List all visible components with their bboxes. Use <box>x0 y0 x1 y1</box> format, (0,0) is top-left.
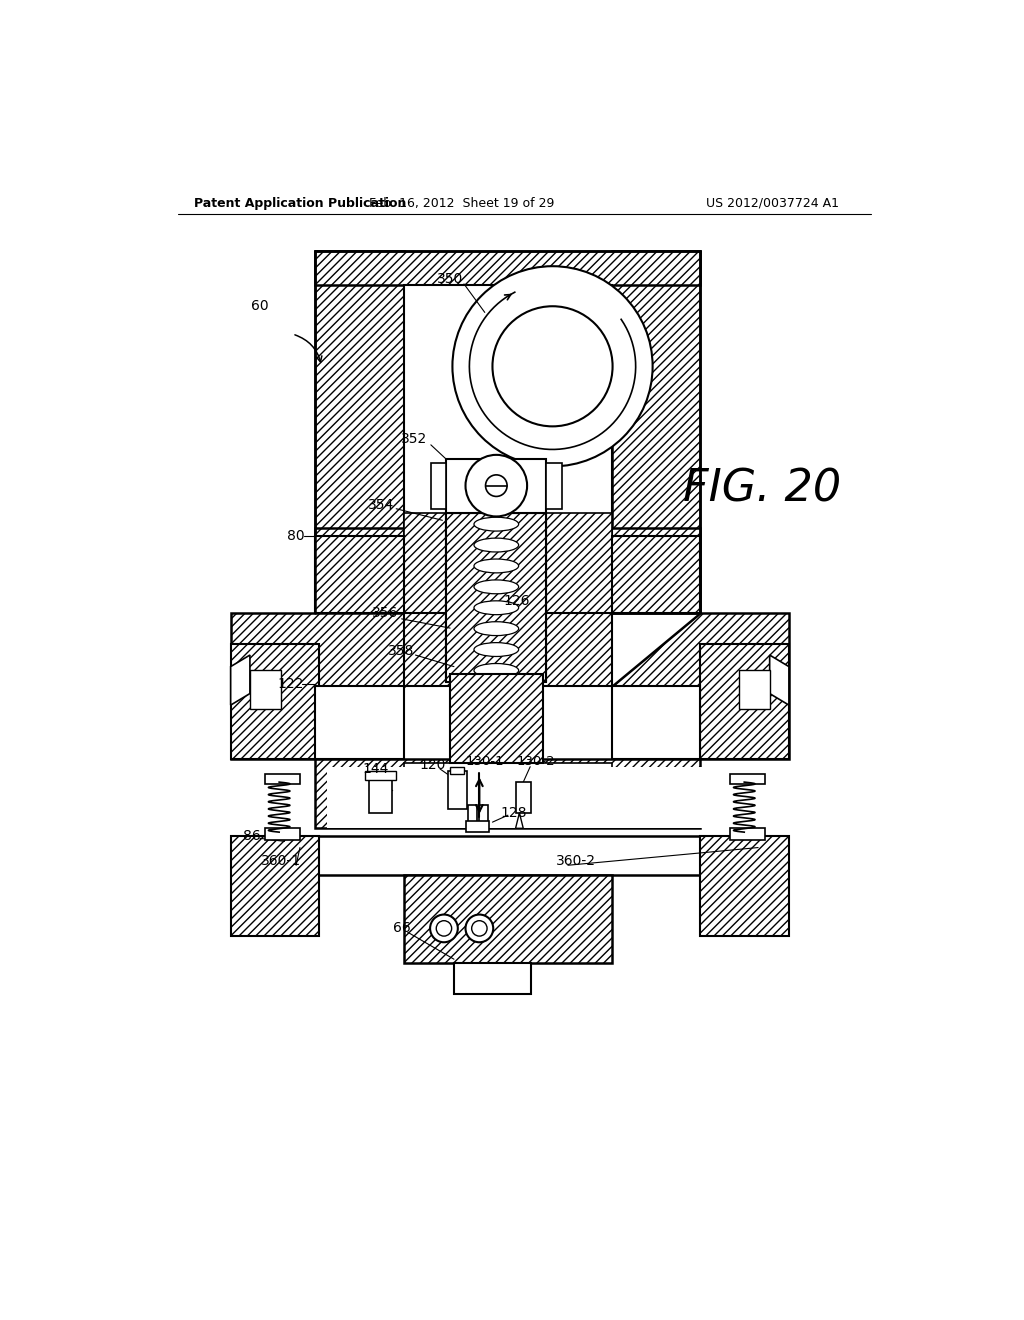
Bar <box>327 767 705 829</box>
Bar <box>230 836 319 936</box>
Circle shape <box>453 267 652 466</box>
Bar <box>608 528 700 612</box>
Text: 120: 120 <box>419 758 445 772</box>
Text: 358: 358 <box>388 644 415 659</box>
Text: 130-1: 130-1 <box>466 755 504 768</box>
Text: Feb. 16, 2012  Sheet 19 of 29: Feb. 16, 2012 Sheet 19 of 29 <box>369 197 554 210</box>
Circle shape <box>436 921 452 936</box>
Ellipse shape <box>474 579 518 594</box>
Ellipse shape <box>474 601 518 615</box>
Circle shape <box>466 915 494 942</box>
Text: US 2012/0037724 A1: US 2012/0037724 A1 <box>706 197 839 210</box>
Text: 352: 352 <box>400 433 427 446</box>
Ellipse shape <box>474 517 518 531</box>
Text: 130-2: 130-2 <box>517 755 556 768</box>
Text: Patent Application Publication: Patent Application Publication <box>194 197 407 210</box>
Polygon shape <box>770 655 788 705</box>
Bar <box>478 805 487 829</box>
Polygon shape <box>230 655 250 705</box>
Bar <box>315 686 403 759</box>
Bar <box>446 459 547 512</box>
Bar <box>547 462 562 508</box>
Ellipse shape <box>474 560 518 573</box>
Text: 66: 66 <box>393 921 411 936</box>
Text: 354: 354 <box>368 498 394 512</box>
Bar <box>730 775 765 784</box>
Ellipse shape <box>474 539 518 552</box>
Bar <box>315 528 408 612</box>
Bar <box>370 775 392 813</box>
Bar <box>466 821 489 832</box>
Bar <box>451 675 543 763</box>
Bar <box>366 771 396 780</box>
Polygon shape <box>515 813 523 829</box>
Text: 86: 86 <box>244 829 261 843</box>
Circle shape <box>466 455 527 516</box>
Text: 126: 126 <box>504 594 530 609</box>
Bar <box>611 251 700 612</box>
Bar <box>447 771 467 809</box>
Ellipse shape <box>474 622 518 636</box>
Bar <box>700 836 788 936</box>
Bar <box>315 251 403 612</box>
Polygon shape <box>611 536 700 612</box>
Text: 80: 80 <box>288 529 305 543</box>
Text: 360-2: 360-2 <box>556 854 596 867</box>
Text: FIG. 20: FIG. 20 <box>683 469 841 511</box>
Bar <box>265 829 300 840</box>
Circle shape <box>430 915 458 942</box>
Polygon shape <box>611 612 788 759</box>
Bar <box>403 875 611 964</box>
Bar <box>431 462 446 508</box>
Text: 128: 128 <box>501 807 527 820</box>
Text: 60: 60 <box>251 300 268 313</box>
Bar <box>611 686 700 759</box>
Bar <box>515 781 531 813</box>
Ellipse shape <box>474 643 518 656</box>
Circle shape <box>493 306 612 426</box>
Circle shape <box>485 475 507 496</box>
Bar <box>454 964 531 994</box>
Bar <box>446 512 547 682</box>
Bar <box>265 775 300 784</box>
Bar <box>547 512 611 612</box>
Bar <box>315 836 700 875</box>
Bar <box>730 829 765 840</box>
Bar <box>403 512 446 612</box>
Bar <box>403 763 611 825</box>
Bar <box>700 644 788 759</box>
Text: 144: 144 <box>362 762 388 776</box>
Bar <box>739 671 770 709</box>
Bar <box>403 285 611 612</box>
Bar <box>315 251 700 285</box>
Bar <box>315 759 700 829</box>
Text: 356: 356 <box>372 606 398 619</box>
Bar <box>250 671 281 709</box>
Text: 350: 350 <box>437 272 463 286</box>
Bar <box>451 767 464 775</box>
Text: 360-1: 360-1 <box>261 854 301 867</box>
Bar <box>403 612 611 686</box>
Polygon shape <box>230 612 403 759</box>
Polygon shape <box>315 536 403 612</box>
Circle shape <box>472 921 487 936</box>
Text: 122: 122 <box>278 677 304 692</box>
Bar <box>230 644 319 759</box>
Ellipse shape <box>474 664 518 677</box>
Bar <box>468 805 477 829</box>
